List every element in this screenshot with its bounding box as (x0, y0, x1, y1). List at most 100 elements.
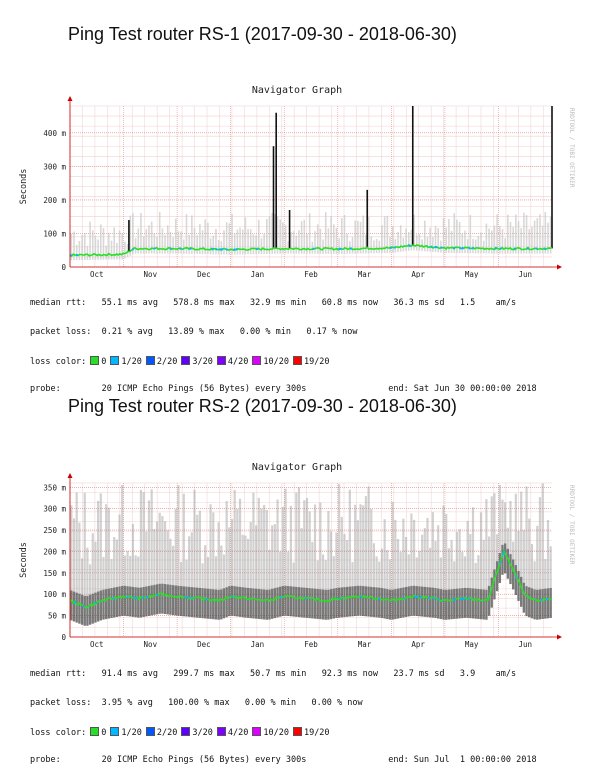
loss-marker (189, 247, 192, 250)
loss-swatch-5 (252, 356, 262, 365)
loss-marker (393, 246, 396, 249)
loss-marker (235, 248, 238, 251)
chart-1-page-title: Ping Test router RS-1 (2017-09-30 - 2018… (68, 24, 457, 44)
loss-marker (460, 597, 463, 601)
y-tick-label: 350 m (43, 483, 66, 492)
chart-1-loss-color-row: loss color: 0 1/20 2/20 3/20 4/20 10/20 19/20 (30, 356, 537, 367)
loss-marker (535, 247, 538, 250)
loss-marker (146, 595, 149, 599)
x-tick-label: Mar (358, 640, 372, 649)
loss-marker (359, 595, 363, 598)
chart-2-loss-swatches: 0 1/20 2/20 3/20 4/20 10/20 19/20 (86, 727, 330, 738)
y-tick-label: 200 m (43, 196, 66, 205)
loss-swatch-6 (292, 727, 302, 736)
loss-marker (403, 596, 406, 600)
loss-marker (546, 598, 549, 601)
loss-swatch-1 (110, 727, 120, 736)
loss-swatch-4 (216, 727, 226, 736)
loss-swatch-label-1: 1/20 (121, 728, 142, 738)
loss-marker (190, 596, 194, 599)
loss-swatch-label-6: 19/20 (303, 728, 330, 738)
loss-marker (499, 247, 502, 250)
x-tick-label: Feb (304, 640, 318, 649)
x-tick-label: Jan (251, 270, 265, 278)
loss-marker (75, 254, 79, 257)
loss-marker (156, 593, 159, 597)
y-tick-label: 250 m (43, 526, 66, 535)
x-tick-label: May (465, 270, 479, 278)
loss-swatch-5 (252, 727, 262, 736)
y-axis-arrow (67, 96, 73, 101)
loss-swatch-label-3: 3/20 (192, 728, 213, 738)
loss-marker (513, 247, 516, 250)
loss-swatch-label-0: 0 (101, 728, 107, 738)
loss-swatch-label-3: 3/20 (192, 357, 213, 367)
loss-swatch-0 (90, 356, 100, 365)
x-tick-label: Nov (144, 270, 158, 278)
y-tick-label: 50 m (48, 612, 67, 621)
y-tick-label: 200 m (43, 547, 66, 556)
loss-marker (499, 561, 502, 564)
x-tick-label: Oct (90, 640, 104, 649)
loss-marker (231, 595, 234, 598)
loss-marker (179, 247, 182, 250)
loss-marker (408, 244, 411, 247)
chart-1-loss-swatches: 0 1/20 2/20 3/20 4/20 10/20 19/20 (86, 356, 330, 367)
x-tick-label: Mar (358, 270, 372, 278)
loss-swatch-label-6: 19/20 (303, 357, 330, 367)
x-axis-arrow (557, 634, 562, 640)
loss-marker (305, 597, 308, 600)
loss-marker (543, 247, 546, 250)
y-tick-label: 300 m (43, 505, 66, 514)
x-tick-label: Oct (90, 270, 104, 278)
chart-1-legend: median rtt: 55.1 ms avg 578.8 ms max 32.… (30, 280, 537, 413)
loss-marker (515, 575, 518, 578)
loss-marker (461, 247, 464, 250)
loss-marker (494, 247, 497, 250)
chart-2-probe: probe: 20 ICMP Echo Pings (56 Bytes) eve… (30, 754, 537, 765)
loss-marker (453, 246, 456, 250)
loss-marker (430, 245, 433, 248)
loss-marker (339, 247, 342, 250)
y-tick-label: 0 (61, 263, 66, 272)
y-axis-label: Seconds (19, 169, 29, 205)
loss-marker (452, 598, 455, 601)
y-tick-label: 150 m (43, 569, 66, 578)
loss-marker (153, 247, 156, 250)
chart-1-panel: Navigator Graph Seconds RRDTOOL / TOBI OET… (12, 78, 582, 393)
loss-marker (468, 247, 471, 250)
loss-marker (377, 597, 381, 600)
loss-marker (141, 596, 145, 599)
loss-swatch-3 (181, 356, 191, 365)
loss-marker (432, 597, 435, 600)
loss-swatch-2 (145, 356, 155, 365)
chart-1-packet-loss: packet loss: 0.21 % avg 13.89 % max 0.00… (30, 326, 358, 337)
chart-2-svg: Navigator Graph Seconds RRDTOOL / TOBI OET… (19, 462, 575, 649)
x-tick-label: Dec (197, 640, 211, 649)
loss-marker (255, 247, 259, 251)
x-tick-label: Nov (144, 640, 158, 649)
loss-marker (279, 596, 282, 599)
loss-marker (462, 597, 466, 600)
loss-swatch-label-1: 1/20 (121, 357, 142, 367)
loss-marker (131, 248, 134, 251)
loss-marker (414, 595, 417, 598)
x-tick-label: Apr (411, 640, 425, 649)
loss-marker (215, 248, 218, 251)
y-tick-label: 300 m (43, 162, 66, 171)
loss-swatch-label-2: 2/20 (156, 728, 178, 738)
loss-marker (112, 597, 115, 600)
loss-marker (471, 247, 474, 250)
y-tick-label: 400 m (43, 129, 66, 138)
loss-marker (467, 597, 470, 600)
x-axis-arrow (557, 264, 562, 270)
loss-marker (184, 596, 187, 599)
loss-marker (540, 598, 543, 602)
rrdtool-side-label: RRDTOOL / TOBI OETIKER (568, 485, 575, 565)
loss-marker (338, 597, 341, 600)
median-rtt-line (69, 548, 553, 610)
loss-marker (389, 246, 393, 249)
loss-marker (186, 596, 190, 599)
y-axis-label: Seconds (19, 542, 29, 578)
loss-marker (437, 598, 440, 601)
